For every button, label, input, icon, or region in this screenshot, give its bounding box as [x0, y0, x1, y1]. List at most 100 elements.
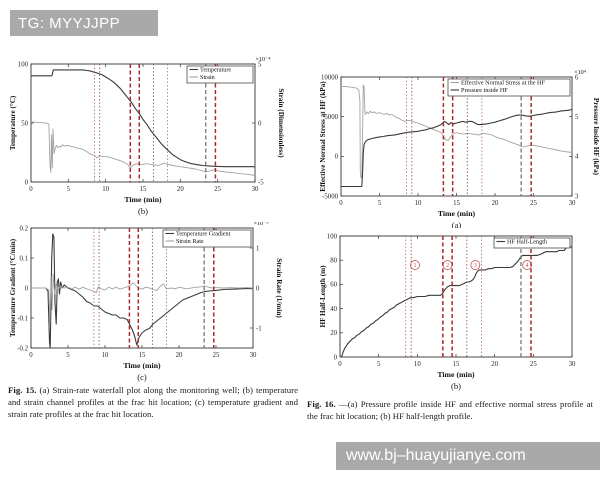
series-temperature [31, 69, 255, 168]
y2-tick-label: 6 [575, 74, 579, 81]
y2-tick-label: 0 [258, 120, 262, 127]
y-axis-label: Effective Normal Stress at HF (kPa) [319, 81, 327, 192]
chart-canvas-b2: 0 5 10 15 20 25 30 0 20 40 60 80 100 1 2 3 4 HF Half-Leng… [319, 233, 576, 391]
x-tick-label: 10 [414, 361, 421, 368]
x-tick-label: 25 [213, 352, 220, 359]
y2-axis-label: Pressure Inside HF (kPa) [592, 98, 600, 176]
x-tick-label: 20 [177, 186, 184, 193]
x-tick-label: 30 [569, 200, 576, 207]
y-tick-label: 0 [25, 285, 29, 292]
legend-box [186, 65, 254, 84]
stage-annotation-number: 1 [414, 263, 417, 269]
y-tick-label: 20 [330, 330, 337, 337]
series-strain [30, 121, 256, 176]
chart-hf-halflength: 0 5 10 15 20 25 30 0 20 40 60 80 100 1 2 3 4 HF Half-Leng… [318, 230, 600, 398]
x-tick-label: 15 [139, 352, 146, 359]
y2-tick-label: -5 [258, 179, 264, 186]
y-tick-label: 100 [18, 61, 29, 68]
chart-canvas-c: 0 5 10 15 20 25 30 -0.2 -0.1 0 0.1 0.2 -1 0 1 ×10⁻³ Temp… [9, 220, 283, 382]
series-hf-half-length [340, 246, 572, 358]
y-tick-label: -0.1 [17, 315, 28, 322]
series-strain-rate [31, 273, 254, 323]
y2-tick-label: 5 [258, 61, 262, 68]
x-tick-label: 30 [569, 361, 576, 368]
legend-label: Strain Rate [176, 238, 204, 245]
chart-stress-pressure: 0 5 10 15 20 25 30 -5000 0 5000 10000 3 4 5 6 ×10⁴ Effec… [318, 55, 600, 233]
stage-annotation-circle [470, 260, 481, 270]
y-tick-label: 0.2 [20, 225, 29, 232]
y2-axis-label: Strain Rate (1/min) [275, 258, 283, 318]
chart-temperature-strain: 0 5 10 15 20 25 30 0 50 100 -5 0 5 ×10⁻⁴ Temperature St… [8, 45, 300, 227]
x-tick-label: 10 [102, 352, 109, 359]
x-tick-label: 5 [377, 361, 381, 368]
y2-tick-label: 1 [256, 245, 259, 252]
series-pressure-inside-hf [341, 108, 573, 188]
y-tick-label: 0 [25, 179, 29, 186]
plot-frame [339, 235, 573, 358]
legend-label: Strain [200, 74, 215, 81]
y-tick-label: 0 [334, 354, 338, 361]
subplot-label: (b) [451, 381, 461, 391]
x-tick-label: 5 [67, 186, 71, 193]
x-tick-label: 10 [415, 200, 422, 207]
x-axis-label: Time (min) [438, 209, 476, 218]
y2-exponent-label: ×10⁴ [574, 69, 586, 76]
y-tick-label: 0 [335, 154, 339, 161]
x-tick-label: 30 [252, 186, 259, 193]
subplot-label: (b) [138, 206, 148, 216]
legend-label: Temperature Gradient [176, 231, 231, 238]
y2-tick-label: 4 [575, 154, 579, 161]
series-temperature-gradient [31, 233, 253, 349]
y2-axis-label: Strain (Dimensionless) [277, 88, 285, 158]
x-tick-label: 15 [140, 186, 147, 193]
y-tick-label: 80 [330, 258, 337, 265]
x-tick-label: 0 [339, 200, 343, 207]
x-tick-label: 20 [176, 352, 183, 359]
y-axis-label: HF Half-Length (m) [319, 265, 327, 328]
y2-tick-label: 0 [256, 285, 260, 292]
stage-annotation-number: 2 [446, 263, 449, 269]
legend-label: Temperature [200, 67, 231, 74]
x-tick-label: 5 [66, 352, 70, 359]
x-tick-label: 5 [378, 200, 382, 207]
subplot-label: (c) [137, 372, 147, 382]
legend-label: HF Half-Length [507, 239, 548, 246]
legend-label: Pressure inside HF [461, 87, 508, 94]
legend-box [447, 78, 571, 97]
y-tick-label: -5000 [322, 193, 338, 200]
y2-tick-label: 5 [575, 114, 579, 121]
stage-annotation-circle [442, 260, 453, 270]
y-tick-label: 10000 [321, 74, 339, 81]
stage-annotation-number: 4 [526, 263, 529, 269]
y-tick-label: 40 [330, 306, 337, 313]
chart-canvas-a: 0 5 10 15 20 25 30-500005000100003456×10⁴Effec… [319, 69, 600, 230]
x-axis-label: Time (min) [437, 370, 475, 379]
watermark-bottom: www.bj–huayujianye.com [336, 442, 600, 470]
x-tick-label: 20 [492, 200, 499, 207]
y-tick-label: 60 [330, 282, 337, 289]
y-tick-label: 5000 [324, 114, 338, 121]
x-tick-label: 25 [530, 361, 537, 368]
chart-canvas-b1: 0 5 10 15 20 25 30050100-505×10⁻⁴TemperatureSt… [9, 56, 285, 216]
x-tick-label: 10 [102, 186, 109, 193]
figure-15-text: (a) Strain-rate waterfall plot along the… [8, 385, 298, 420]
x-axis-label: Time (min) [123, 361, 161, 370]
y-tick-label: -0.2 [17, 345, 28, 352]
subplot-label: (a) [452, 220, 462, 228]
figure-16-caption: Fig. 16. —(a) Pressure profile inside HF… [307, 398, 593, 422]
plot-frame [30, 63, 256, 183]
y2-tick-label: -1 [256, 325, 262, 332]
x-tick-label: 25 [530, 200, 537, 207]
chart-gradient-strainrate: 0 5 10 15 20 25 30 -0.2 -0.1 0 0.1 0.2 -1 0 1 ×10⁻³ Temp… [8, 220, 300, 398]
figure-16-text: —(a) Pressure profile inside HF and effe… [307, 399, 593, 422]
y-tick-label: 0.1 [20, 255, 29, 262]
y-axis-label: Temperature (°C) [9, 95, 17, 150]
series-effective-normal-stress-at-the-hf [341, 84, 573, 179]
x-tick-label: 15 [453, 361, 460, 368]
y2-exponent-label: ×10⁻³ [254, 222, 269, 227]
x-tick-label: 0 [29, 186, 33, 193]
legend-box [493, 237, 571, 249]
figure-15-label: Fig. 15. [8, 385, 37, 395]
y-axis-label: Temperature Gradient (°C/min) [9, 238, 17, 337]
